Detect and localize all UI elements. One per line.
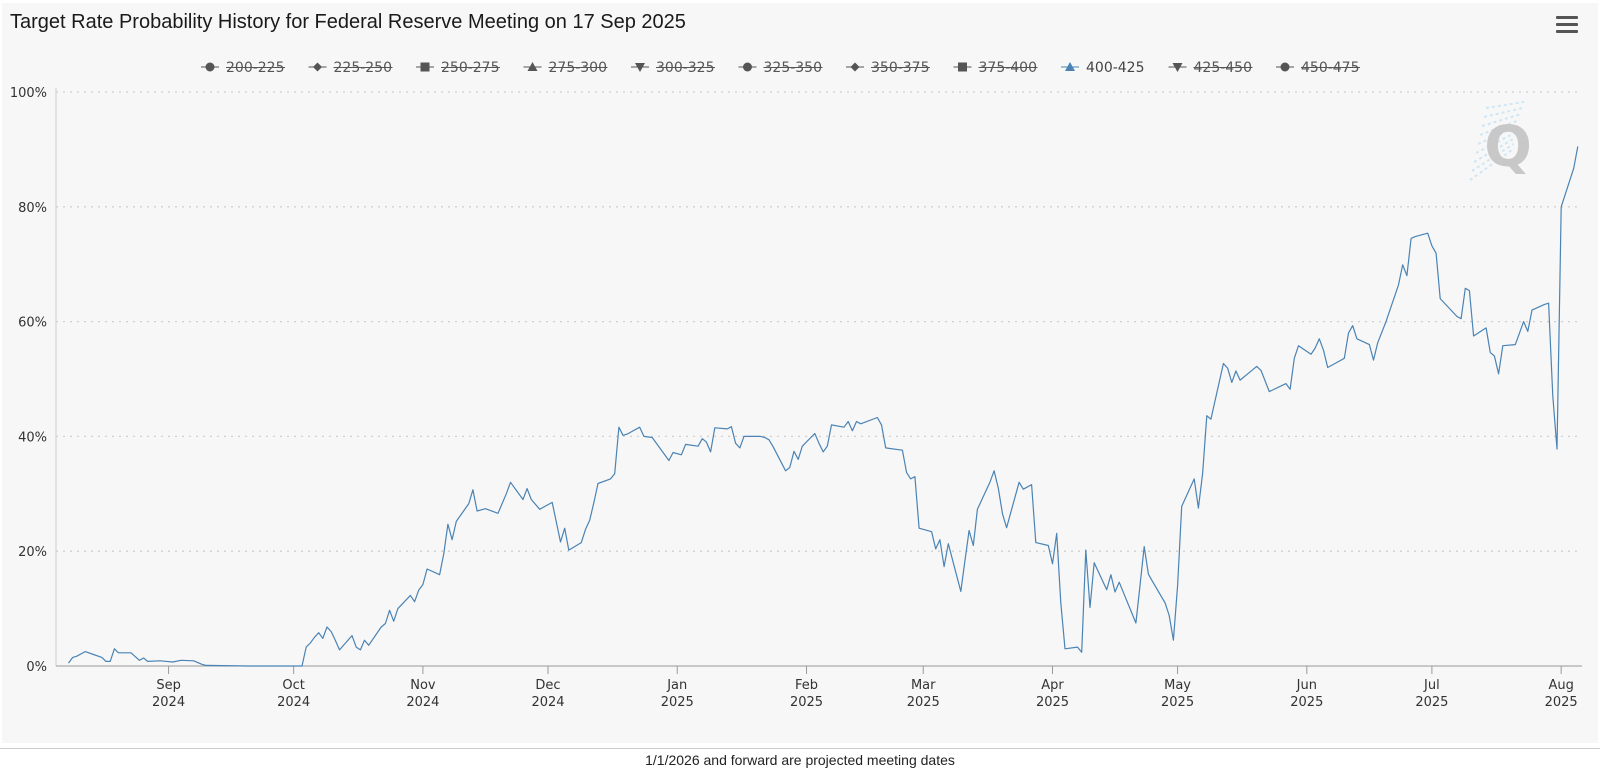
x-tick-year: 2025 [1161,695,1194,710]
legend-marker-circle [743,62,752,72]
y-tick-label: 60% [18,316,47,331]
x-tick-year: 2024 [152,695,185,710]
x-tick-month: Apr [1041,678,1064,693]
watermark-stripe [1471,143,1515,172]
x-tick-month: Jun [1296,678,1317,693]
legend-marker-triangle-down [635,63,645,72]
x-tick-year: 2025 [661,695,694,710]
legend-label: 400-425 [1086,60,1145,76]
x-tick-year: 2025 [790,695,823,710]
legend-item-325-350[interactable]: 325-350 [738,60,823,76]
legend-item-450-475[interactable]: 450-475 [1276,60,1360,76]
footnote: 1/1/2026 and forward are projected meeti… [645,752,955,768]
menu-bar [1556,23,1578,26]
watermark-stripe [1473,137,1516,163]
legend-item-250-275[interactable]: 250-275 [416,60,500,76]
legend: 200-225 225-250 250-275 275-300 300-325 325-3… [201,60,1360,76]
legend-marker-triangle-down [1172,63,1183,72]
legend-marker-square [420,62,430,72]
x-tick-year: 2025 [1415,695,1448,710]
watermark-logo: Q [1469,101,1532,181]
y-tick-label: 20% [18,545,47,560]
y-tick-label: 40% [18,430,47,445]
legend-item-375-400[interactable]: 375-400 [953,60,1038,76]
x-tick-month: Oct [282,678,304,693]
x-tick-month: Mar [911,678,936,693]
y-tick-label: 80% [18,201,47,216]
footer-divider [0,748,1600,749]
x-tick-year: 2025 [907,695,940,710]
legend-item-275-300[interactable]: 275-300 [523,60,608,76]
x-tick-month: Dec [535,678,560,693]
legend-marker-square [958,62,967,72]
x-tick-year: 2025 [1290,695,1323,710]
x-tick-month: Jul [1423,678,1440,693]
menu-bar [1556,30,1578,33]
legend-item-425-450[interactable]: 425-450 [1168,60,1253,76]
legend-item-400-425[interactable]: 400-425 [1061,60,1145,76]
x-tick-year: 2025 [1036,695,1069,710]
legend-marker-triangle [1065,62,1075,71]
y-tick-label: 0% [26,660,47,675]
legend-item-300-325[interactable]: 300-325 [631,60,715,76]
y-tick-label: 100% [10,86,47,101]
x-tick-month: Jan [666,678,687,693]
series-layer [68,146,1579,667]
watermark-stripe [1469,149,1513,181]
watermark-stripe [1475,131,1517,154]
chart-title: Target Rate Probability History for Fede… [10,11,686,33]
legend-marker-diamond [850,62,860,72]
watermark-stripe [1485,101,1525,109]
legend-marker-circle [205,62,215,72]
grid-lines [56,91,1582,552]
legend-item-350-375[interactable]: 350-375 [846,60,930,76]
legend-item-225-250[interactable]: 225-250 [308,60,393,76]
x-tick-year: 2024 [277,695,310,710]
x-tick-month: Feb [795,678,818,693]
legend-marker-triangle [527,62,538,71]
menu-bar [1556,16,1578,19]
watermark-stripe [1477,125,1519,145]
legend-item-200-225[interactable]: 200-225 [201,60,285,76]
x-tick-year: 2025 [1545,695,1578,710]
y-axis: 0% 20% 40% 60% 80% 100% [10,86,57,675]
watermark-letter: Q [1484,115,1532,180]
x-tick-year: 2024 [406,695,439,710]
watermark-stripe [1483,107,1523,118]
watermark-stripe [1481,113,1522,127]
x-tick-month: Nov [410,678,436,693]
hamburger-menu-icon[interactable] [1556,16,1578,36]
x-axis: Sep 2024 Oct 2024 Nov 2024 Dec 2024 Jan 2025 Feb 20… [56,665,1582,710]
series-line-400-425[interactable] [68,146,1579,667]
x-tick-year: 2024 [531,695,564,710]
legend-marker-diamond [313,62,322,72]
watermark-stripe [1479,119,1520,136]
line-chart: 200-225 225-250 250-275 275-300 300-325 325-3… [10,60,1582,710]
x-tick-month: Sep [156,678,181,693]
chart-panel [2,3,1598,743]
legend-marker-circle [1280,62,1290,72]
x-tick-month: May [1164,678,1191,693]
x-tick-month: Aug [1548,678,1573,693]
